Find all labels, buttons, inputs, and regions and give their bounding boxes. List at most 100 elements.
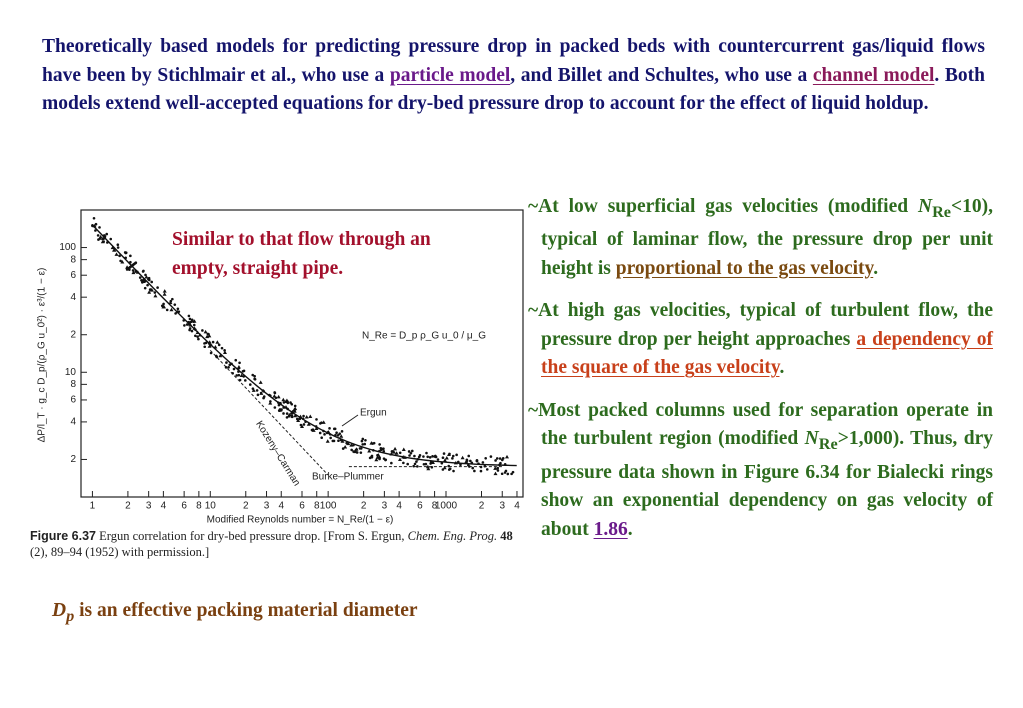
point [218, 353, 223, 358]
point [118, 254, 121, 258]
point [467, 454, 471, 458]
point [460, 455, 465, 460]
point [359, 451, 363, 454]
y-tick-label: 8 [70, 254, 76, 265]
x-tick-label: 10 [205, 501, 217, 512]
point [314, 425, 318, 428]
point [495, 457, 499, 460]
point [379, 447, 383, 450]
symbol: D [52, 600, 67, 621]
point [447, 468, 451, 471]
point [503, 462, 507, 466]
point [468, 465, 471, 468]
point [376, 453, 381, 457]
point [282, 401, 286, 404]
point [268, 393, 271, 397]
point [479, 465, 483, 469]
point [384, 458, 387, 462]
x-tick-label: 3 [146, 501, 152, 512]
point [422, 462, 426, 466]
point [477, 462, 480, 466]
point [389, 451, 394, 456]
x-tick-label: 1 [90, 501, 96, 512]
point [304, 420, 307, 424]
formula: N_Re = D_p ρ_G u_0 / μ_G [362, 331, 486, 342]
point [417, 455, 421, 459]
bullet: ~Most packed columns used for separation… [528, 397, 993, 544]
point [171, 297, 174, 301]
point [302, 423, 306, 426]
point [110, 245, 115, 250]
point [251, 388, 256, 392]
point [98, 226, 101, 229]
text: >1,000). Thus, dry pressure data shown i… [541, 428, 993, 540]
point [455, 453, 458, 457]
link[interactable]: proportional to the gas velocity [615, 257, 874, 279]
point [192, 319, 197, 323]
point [473, 469, 476, 473]
point [176, 307, 180, 311]
point [296, 418, 301, 423]
link[interactable]: a dependency of the square of the gas ve… [541, 328, 994, 379]
point [236, 365, 241, 369]
point [207, 333, 212, 338]
point [481, 461, 485, 464]
point [471, 466, 475, 470]
x-tick-label: 4 [514, 501, 520, 512]
point [222, 350, 227, 354]
subscript: Re [818, 435, 838, 454]
point [361, 443, 364, 446]
point [429, 460, 433, 464]
point [442, 452, 446, 455]
point [272, 394, 277, 398]
point [444, 455, 449, 460]
point [201, 329, 204, 332]
link[interactable]: 1.86 [593, 518, 628, 540]
text: <10), typical of laminar flow, the press… [541, 196, 993, 279]
point [453, 460, 458, 465]
point [359, 447, 363, 450]
point [286, 400, 289, 403]
text: ~At high gas velocities, typical of turb… [528, 300, 993, 350]
point [479, 469, 483, 473]
point [378, 449, 381, 453]
point [510, 472, 513, 476]
point [408, 454, 411, 457]
point [153, 293, 158, 298]
point [241, 369, 245, 373]
point [94, 222, 98, 226]
link[interactable]: channel model [812, 64, 935, 86]
point [340, 438, 343, 442]
point [352, 443, 355, 447]
point [203, 329, 208, 334]
point [415, 460, 418, 463]
point [282, 412, 285, 415]
point [441, 468, 445, 471]
point [343, 444, 348, 449]
point [329, 436, 332, 440]
point [134, 261, 138, 265]
text: ~Most packed columns used for separation… [528, 399, 993, 450]
point [299, 423, 303, 427]
point [308, 414, 313, 419]
point [273, 406, 277, 409]
link[interactable]: particle model [389, 64, 511, 86]
point [116, 243, 120, 247]
point [446, 452, 451, 457]
y-tick-label: 2 [70, 454, 76, 465]
text: . [627, 518, 633, 540]
point [484, 456, 487, 460]
point [187, 314, 191, 318]
point [321, 420, 326, 424]
point [306, 422, 311, 426]
annotation: Burke–Plummer [312, 472, 384, 483]
point [493, 466, 498, 470]
point [350, 448, 353, 452]
point [436, 458, 440, 461]
text: Theoretically based models for predictin… [42, 36, 985, 86]
point [251, 373, 255, 377]
point [138, 276, 142, 279]
point [187, 320, 190, 324]
point [131, 269, 135, 272]
